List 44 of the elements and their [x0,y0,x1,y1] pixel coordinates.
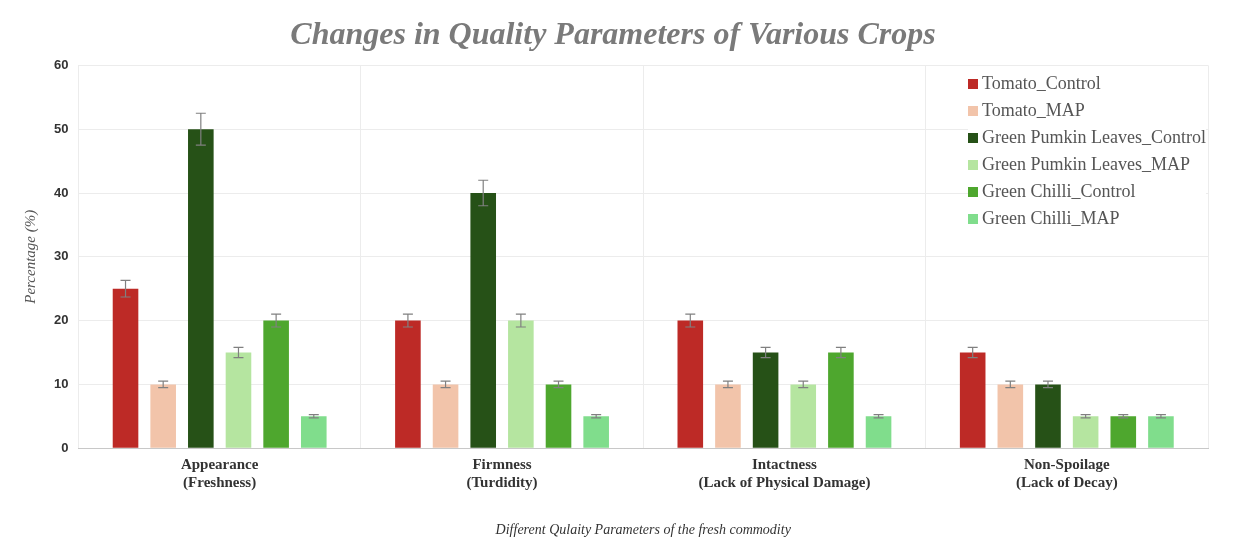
bar [300,416,327,448]
bar [150,384,176,448]
bar [545,384,572,448]
bar [828,352,854,448]
chart-title: Changes in Quality Parameters of Various Crops [290,15,936,52]
legend-label: Green Chilli_Control [982,181,1136,202]
legend-label: Green Pumkin Leaves_MAP [982,154,1190,175]
y-tick-label: 60 [53,56,69,72]
bar [395,320,421,448]
x-axis-title: Different Qulaity Parameters of the fresh commodity [494,522,792,538]
bar [1148,416,1174,448]
y-tick-label: 10 [53,375,69,391]
x-tick-label: Non-Spoilage (Lack of Decay) [1015,456,1118,492]
bar [715,384,741,448]
legend-label: Green Pumkin Leaves_Control [982,127,1206,148]
y-axis-title: Percentage (%) [21,209,39,305]
bar [263,320,289,448]
x-tick-label: Intactness (Lack of Physical Damage) [698,456,871,492]
y-tick-label: 0 [61,439,69,455]
x-tick-label: Appearance (Freshness) [180,456,259,492]
bar [677,320,704,448]
bar [470,193,497,448]
bar [752,352,779,448]
bar [225,352,252,448]
bar [432,384,459,448]
bar [865,416,892,448]
legend-label: Green Chilli_MAP [982,208,1120,229]
bar [188,129,214,448]
bar [997,384,1024,448]
legend-label: Tomato_MAP [982,100,1085,121]
bar [1072,416,1099,448]
bar [508,320,534,448]
bar [790,384,817,448]
bar [583,416,609,448]
bar [1110,416,1137,448]
y-tick-label: 50 [53,120,69,136]
y-tick-label: 30 [53,248,69,264]
bar [1035,384,1061,448]
bar [959,352,986,448]
bar [112,288,139,448]
y-tick-label: 20 [53,312,69,328]
x-tick-label: Firmness (Turdidity) [466,456,538,492]
y-tick-label: 40 [53,184,69,200]
legend-label: Tomato_Control [982,73,1101,94]
